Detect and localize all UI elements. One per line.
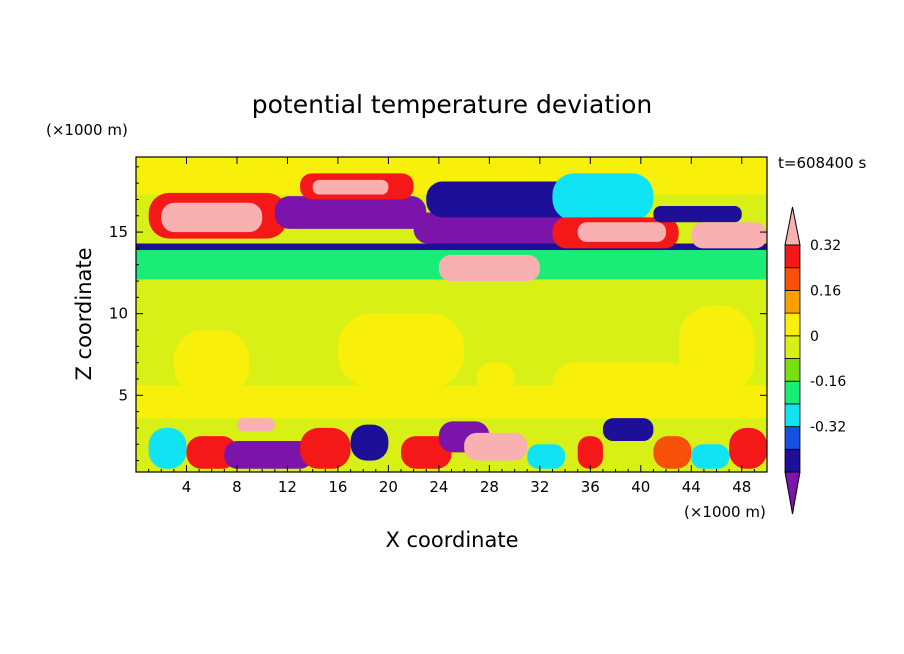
- colorbar-box: [784, 380, 801, 405]
- x-tick-label: 24: [429, 478, 448, 496]
- field-region: [552, 173, 654, 221]
- field-region: [678, 305, 755, 396]
- field-region: [136, 243, 767, 251]
- time-label: t=608400 s: [778, 154, 866, 172]
- x-axis-label: X coordinate: [385, 528, 518, 552]
- colorbar-box: [784, 426, 801, 450]
- colorbar-label: 0.16: [810, 283, 841, 299]
- y-tick-label: 5: [118, 386, 128, 404]
- field-region: [653, 436, 692, 469]
- field-region: [653, 205, 742, 223]
- field-region: [312, 179, 389, 195]
- colorbar: 0.32 0.16 0 -0.16 -0.32: [784, 206, 846, 515]
- field-region: [691, 444, 730, 469]
- field-region: [729, 427, 767, 469]
- field-region: [602, 418, 654, 441]
- chart-title: potential temperature deviation: [252, 90, 652, 119]
- x-tick-label: 4: [182, 478, 192, 496]
- colorbar-high-arrow: [784, 206, 801, 246]
- field-region: [224, 440, 313, 469]
- field-region: [300, 427, 351, 469]
- field-region: [476, 362, 515, 396]
- x-tick-label: 16: [328, 478, 347, 496]
- x-tick-label: 48: [732, 478, 751, 496]
- x-tick-label: 8: [232, 478, 242, 496]
- field-region: [161, 202, 263, 233]
- field-region: [337, 313, 465, 388]
- colorbar-box: [784, 358, 801, 382]
- field-region: [173, 330, 250, 396]
- x-tick-label: 20: [379, 478, 398, 496]
- field-region: [527, 444, 566, 469]
- colorbar-box: [784, 312, 801, 337]
- x-tick-label: 32: [530, 478, 549, 496]
- field-region: [577, 222, 667, 242]
- colorbar-box: [784, 448, 801, 473]
- field-region: [438, 254, 540, 282]
- field-region: [350, 424, 389, 461]
- field-region: [274, 196, 427, 229]
- colorbar-low-arrow: [784, 471, 801, 515]
- colorbar-label: 0: [810, 329, 819, 345]
- field-region: [186, 436, 237, 469]
- x-tick-label: 36: [581, 478, 600, 496]
- field-region: [577, 436, 603, 469]
- field-region: [552, 362, 692, 412]
- field-region: [464, 432, 528, 461]
- colorbar-box: [784, 335, 801, 359]
- colorbar-label: -0.32: [810, 420, 846, 436]
- x-tick-label: 44: [682, 478, 701, 496]
- x-tick-label: 28: [480, 478, 499, 496]
- field-region: [236, 418, 275, 432]
- y-tick-label: 15: [109, 223, 128, 241]
- field-region: [401, 436, 452, 469]
- x-axis-unit: (×1000 m): [684, 503, 766, 521]
- y-axis-unit: (×1000 m): [46, 121, 128, 139]
- x-tick-label: 40: [631, 478, 650, 496]
- colorbar-label: -0.16: [810, 374, 846, 390]
- colorbar-box: [784, 289, 801, 314]
- colorbar-box: [784, 244, 801, 269]
- field-region: [148, 427, 187, 469]
- x-tick-label: 12: [278, 478, 297, 496]
- colorbar-box: [784, 267, 801, 291]
- field-region: [691, 222, 767, 249]
- y-tick-label: 10: [109, 305, 128, 323]
- colorbar-label: 0.32: [810, 238, 841, 254]
- y-axis-label: Z coordinate: [72, 247, 96, 380]
- colorbar-box: [784, 403, 801, 427]
